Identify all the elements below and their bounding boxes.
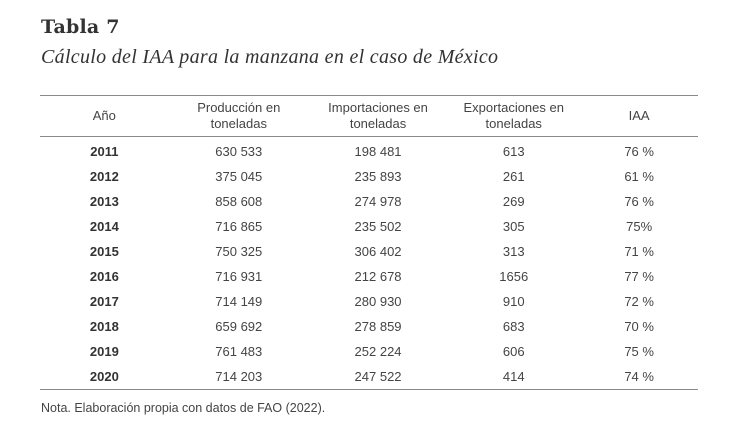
cell-year: 2017 <box>89 294 119 309</box>
cell-production: 375 045 <box>215 169 263 184</box>
cell-imports: 306 402 <box>354 244 402 259</box>
header-row: Año Producción en toneladas Importacione… <box>40 95 698 137</box>
cell-imports: 278 859 <box>354 319 402 334</box>
cell-iaa: 75% <box>626 219 653 234</box>
cell-iaa: 61 % <box>624 169 654 184</box>
table-row: 2014 716 865 235 502 305 75% <box>40 214 698 239</box>
cell-exports: 269 <box>502 194 525 209</box>
table-note: Nota. Elaboración propia con datos de FA… <box>41 401 326 415</box>
header-year: Año <box>92 108 116 123</box>
cell-iaa: 70 % <box>624 319 654 334</box>
table-row: 2013 858 608 274 978 269 76 % <box>40 189 698 214</box>
table-header: Año Producción en toneladas Importacione… <box>40 95 698 137</box>
table-row: 2018 659 692 278 859 683 70 % <box>40 314 698 339</box>
cell-exports: 305 <box>502 219 525 234</box>
iaa-table: Año Producción en toneladas Importacione… <box>40 95 698 390</box>
cell-year: 2011 <box>90 144 119 159</box>
cell-iaa: 77 % <box>624 269 654 284</box>
cell-exports: 910 <box>502 294 525 309</box>
cell-year: 2019 <box>89 344 119 359</box>
cell-production: 659 692 <box>215 319 263 334</box>
table-row: 2019 761 483 252 224 606 75 % <box>40 339 698 364</box>
cell-imports: 274 978 <box>354 194 402 209</box>
cell-production: 714 149 <box>215 294 263 309</box>
header-production-line1: Producción en <box>197 100 281 115</box>
cell-year: 2013 <box>89 194 119 209</box>
table-row: 2017 714 149 280 930 910 72 % <box>40 289 698 314</box>
cell-iaa: 76 % <box>624 144 654 159</box>
cell-year: 2018 <box>89 319 119 334</box>
cell-imports: 198 481 <box>354 144 402 159</box>
cell-production: 761 483 <box>215 344 263 359</box>
cell-production: 716 931 <box>215 269 263 284</box>
cell-year: 2020 <box>89 369 119 384</box>
cell-exports: 313 <box>502 244 525 259</box>
cell-exports: 261 <box>502 169 525 184</box>
cell-production: 716 865 <box>215 219 263 234</box>
header-imports-line2: toneladas <box>349 116 407 131</box>
cell-year: 2014 <box>89 219 119 234</box>
header-production: Producción en toneladas <box>169 96 309 137</box>
cell-year: 2012 <box>89 169 119 184</box>
cell-production: 858 608 <box>215 194 263 209</box>
cell-production: 750 325 <box>215 244 263 259</box>
header-exports-line2: toneladas <box>485 116 542 131</box>
cell-imports: 235 502 <box>354 219 402 234</box>
table-row: 2015 750 325 306 402 313 71 % <box>40 239 698 264</box>
table-row: 2012 375 045 235 893 261 61 % <box>40 164 698 189</box>
table-row: 2011 630 533 198 481 613 76 % <box>40 137 698 165</box>
header-exports: Exportaciones en toneladas <box>447 96 580 137</box>
cell-imports: 212 678 <box>354 269 402 284</box>
header-imports: Importaciones en toneladas <box>309 96 447 137</box>
table-row: 2016 716 931 212 678 1656 77 % <box>40 264 698 289</box>
cell-exports: 683 <box>502 319 525 334</box>
cell-imports: 235 893 <box>354 169 402 184</box>
header-production-line2: toneladas <box>210 116 267 131</box>
table-row: 2020 714 203 247 522 414 74 % <box>40 364 698 390</box>
cell-iaa: 72 % <box>624 294 654 309</box>
cell-production: 714 203 <box>215 369 263 384</box>
cell-iaa: 76 % <box>624 194 654 209</box>
cell-production: 630 533 <box>215 144 263 159</box>
cell-iaa: 71 % <box>624 244 654 259</box>
cell-exports: 1656 <box>499 269 529 284</box>
header-iaa: IAA <box>628 108 650 123</box>
cell-imports: 247 522 <box>354 369 402 384</box>
cell-exports: 606 <box>502 344 525 359</box>
header-imports-line1: Importaciones en <box>328 100 428 115</box>
cell-iaa: 75 % <box>624 344 654 359</box>
table-number: Tabla 7 <box>41 16 120 38</box>
cell-imports: 280 930 <box>354 294 402 309</box>
table-body: 2011 630 533 198 481 613 76 % 2012 375 0… <box>40 137 698 390</box>
header-exports-line1: Exportaciones en <box>463 100 564 115</box>
table-title: Cálculo del IAA para la manzana en el ca… <box>41 46 499 68</box>
cell-year: 2016 <box>89 269 119 284</box>
cell-exports: 414 <box>502 369 525 384</box>
cell-imports: 252 224 <box>354 344 402 359</box>
cell-exports: 613 <box>502 144 525 159</box>
cell-iaa: 74 % <box>624 369 654 384</box>
cell-year: 2015 <box>89 244 119 259</box>
